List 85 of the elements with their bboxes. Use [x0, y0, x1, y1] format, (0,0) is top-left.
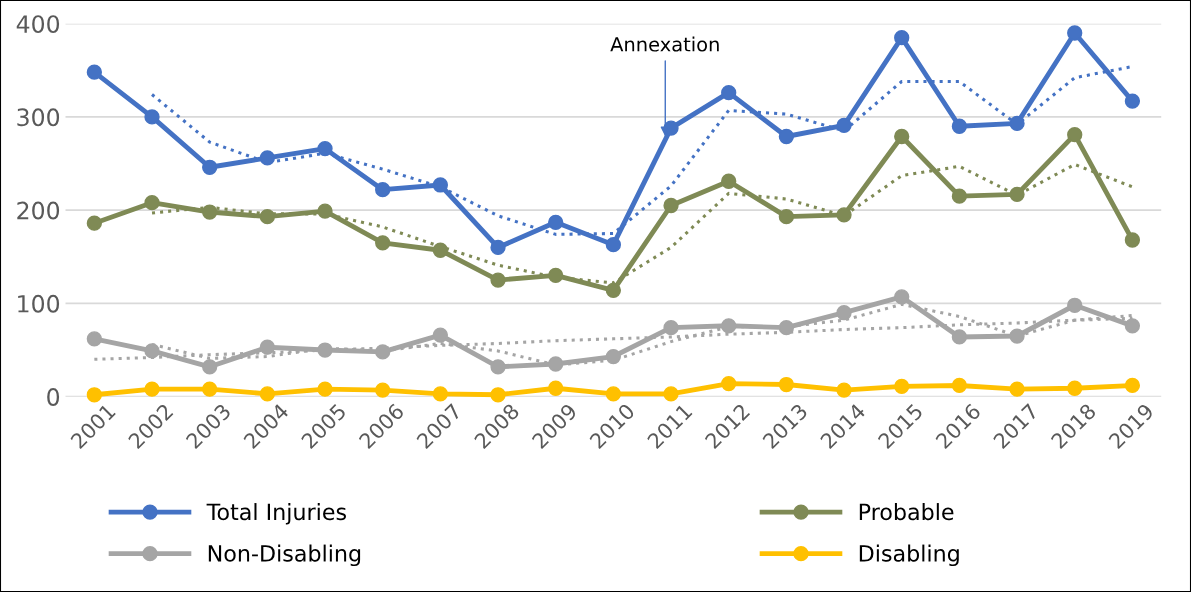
point [490, 359, 506, 375]
point [144, 343, 160, 359]
point [86, 215, 102, 231]
point [548, 356, 564, 372]
point [490, 272, 506, 288]
y-tick-label: 0 [47, 388, 60, 406]
point [894, 30, 910, 46]
point [375, 382, 391, 398]
annotation: Annexation [610, 36, 719, 52]
legend-label: Total Injuries [206, 503, 346, 525]
legend-label: Probable [859, 503, 954, 521]
point [1009, 115, 1025, 132]
point [259, 209, 275, 225]
point [1067, 25, 1083, 41]
point [778, 376, 795, 393]
point [1124, 93, 1141, 109]
point [86, 331, 102, 347]
point [1009, 328, 1025, 344]
point [663, 197, 679, 214]
point [202, 359, 218, 375]
point [894, 289, 910, 305]
point [432, 327, 448, 343]
point [951, 118, 968, 134]
point [144, 109, 160, 125]
point [317, 203, 333, 219]
legend-label: Disabling [859, 544, 959, 567]
point [836, 207, 852, 223]
point [548, 380, 564, 396]
point [432, 242, 448, 258]
legend-label: Non-Disabling [208, 544, 361, 567]
point [375, 344, 391, 360]
point [663, 320, 679, 336]
point [778, 320, 795, 336]
point [1009, 381, 1025, 397]
point [144, 381, 160, 397]
point [202, 381, 218, 397]
point [490, 387, 506, 403]
point [605, 282, 622, 298]
point [86, 387, 102, 403]
point [894, 128, 910, 145]
point [721, 85, 737, 101]
point [605, 386, 622, 402]
point [721, 173, 737, 189]
point [86, 64, 102, 80]
point [721, 375, 737, 392]
y-tick-label: 300 [17, 108, 60, 127]
point [317, 140, 333, 157]
point [778, 128, 795, 145]
point [144, 195, 160, 211]
point [432, 386, 448, 402]
point [548, 267, 564, 284]
point [1067, 126, 1083, 143]
point [548, 214, 564, 230]
point [1124, 377, 1141, 394]
point [951, 329, 968, 345]
point [951, 377, 968, 394]
point [894, 378, 910, 395]
point [836, 382, 852, 398]
y-tick-label: 400 [16, 15, 60, 33]
y-tick-label: 200 [17, 201, 60, 220]
point [1124, 232, 1141, 248]
point [432, 177, 448, 193]
point [490, 239, 506, 256]
point [259, 150, 275, 166]
point [317, 381, 333, 397]
point [836, 117, 852, 133]
point [721, 318, 737, 334]
point [375, 182, 391, 198]
point [951, 188, 968, 204]
y-tick-label: 100 [18, 294, 60, 313]
point [317, 342, 333, 358]
point [663, 386, 679, 402]
point [1009, 186, 1025, 202]
point [259, 386, 275, 402]
point [605, 237, 622, 253]
point [778, 209, 795, 225]
point [375, 235, 391, 251]
point [1124, 318, 1141, 334]
point [605, 348, 622, 365]
point [836, 305, 852, 321]
point [1067, 380, 1083, 396]
point [202, 204, 218, 220]
point [259, 339, 275, 355]
point [202, 159, 218, 175]
point [1067, 297, 1083, 313]
